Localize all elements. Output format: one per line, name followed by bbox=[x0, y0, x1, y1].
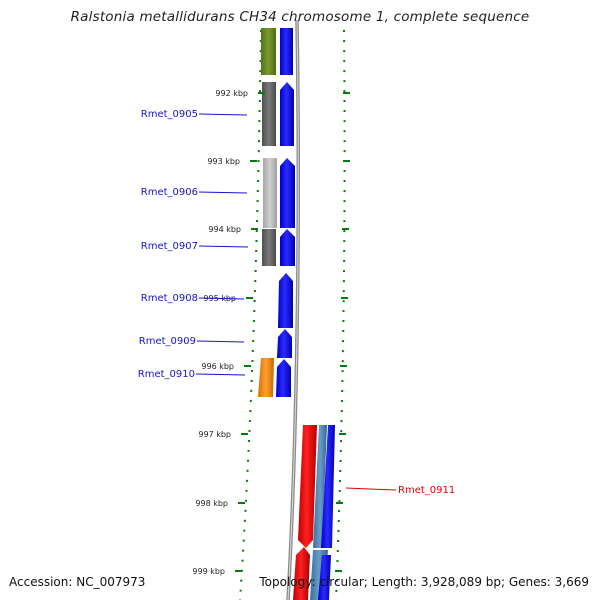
cds-arrow bbox=[280, 28, 293, 75]
gene-label[interactable]: Rmet_0911 bbox=[398, 485, 455, 496]
gene-leader-line bbox=[345, 487, 397, 491]
tick-label: 994 kbp bbox=[208, 225, 241, 234]
tick-label: 992 kbp bbox=[215, 89, 248, 98]
gene-red-arrow bbox=[293, 547, 310, 600]
gene-leader-line bbox=[198, 297, 245, 300]
gene-label[interactable]: Rmet_0910 bbox=[138, 369, 195, 380]
steel-blue-arrow bbox=[313, 425, 327, 548]
gene-leader-line bbox=[198, 113, 248, 116]
gene-label[interactable]: Rmet_0909 bbox=[139, 336, 196, 347]
cds-arrow bbox=[318, 555, 331, 600]
cds-arrow bbox=[321, 425, 335, 548]
gene-leader-line bbox=[198, 191, 248, 194]
gene-leader-line bbox=[196, 340, 245, 343]
gene-red-arrow bbox=[298, 425, 317, 548]
cds-arrow bbox=[277, 329, 292, 358]
cds-arrow bbox=[280, 229, 295, 266]
cds-arrow bbox=[280, 158, 295, 228]
gene-label[interactable]: Rmet_0907 bbox=[141, 241, 198, 252]
gene-leader-line bbox=[195, 373, 246, 376]
topology-text: Topology: circular; Length: 3,928,089 bp… bbox=[259, 575, 589, 589]
gene-label[interactable]: Rmet_0906 bbox=[141, 187, 198, 198]
cog-block-dark-gray bbox=[262, 82, 276, 146]
gene-label[interactable]: Rmet_0905 bbox=[141, 109, 198, 120]
cds-arrow bbox=[280, 82, 294, 146]
tick-label: 999 kbp bbox=[192, 567, 225, 576]
map-title: Ralstonia metallidurans CH34 chromosome … bbox=[70, 9, 530, 25]
cog-block-light-gray bbox=[263, 158, 277, 228]
outer-dotted-track bbox=[335, 29, 346, 600]
cds-arrow bbox=[278, 273, 293, 328]
sequence-backbone-highlight bbox=[287, 19, 299, 600]
tick-label: 998 kbp bbox=[195, 499, 228, 508]
gene-labels: Rmet_0905 Rmet_0906 Rmet_0907 Rmet_0908 Rmet… bbox=[138, 109, 455, 496]
tick-label: 997 kbp bbox=[198, 430, 231, 439]
tick-label: 996 kbp bbox=[201, 362, 234, 371]
accession-text: Accession: NC_007973 bbox=[9, 575, 146, 589]
gene-leader-line bbox=[198, 245, 249, 248]
tick-label: 993 kbp bbox=[207, 157, 240, 166]
cog-block-olive bbox=[261, 28, 276, 75]
gene-label[interactable]: Rmet_0908 bbox=[141, 293, 198, 304]
inner-dotted-track bbox=[239, 29, 262, 600]
cds-arrow bbox=[276, 359, 291, 397]
cog-block-dark-gray bbox=[262, 229, 276, 266]
cog-block-orange bbox=[258, 358, 274, 397]
